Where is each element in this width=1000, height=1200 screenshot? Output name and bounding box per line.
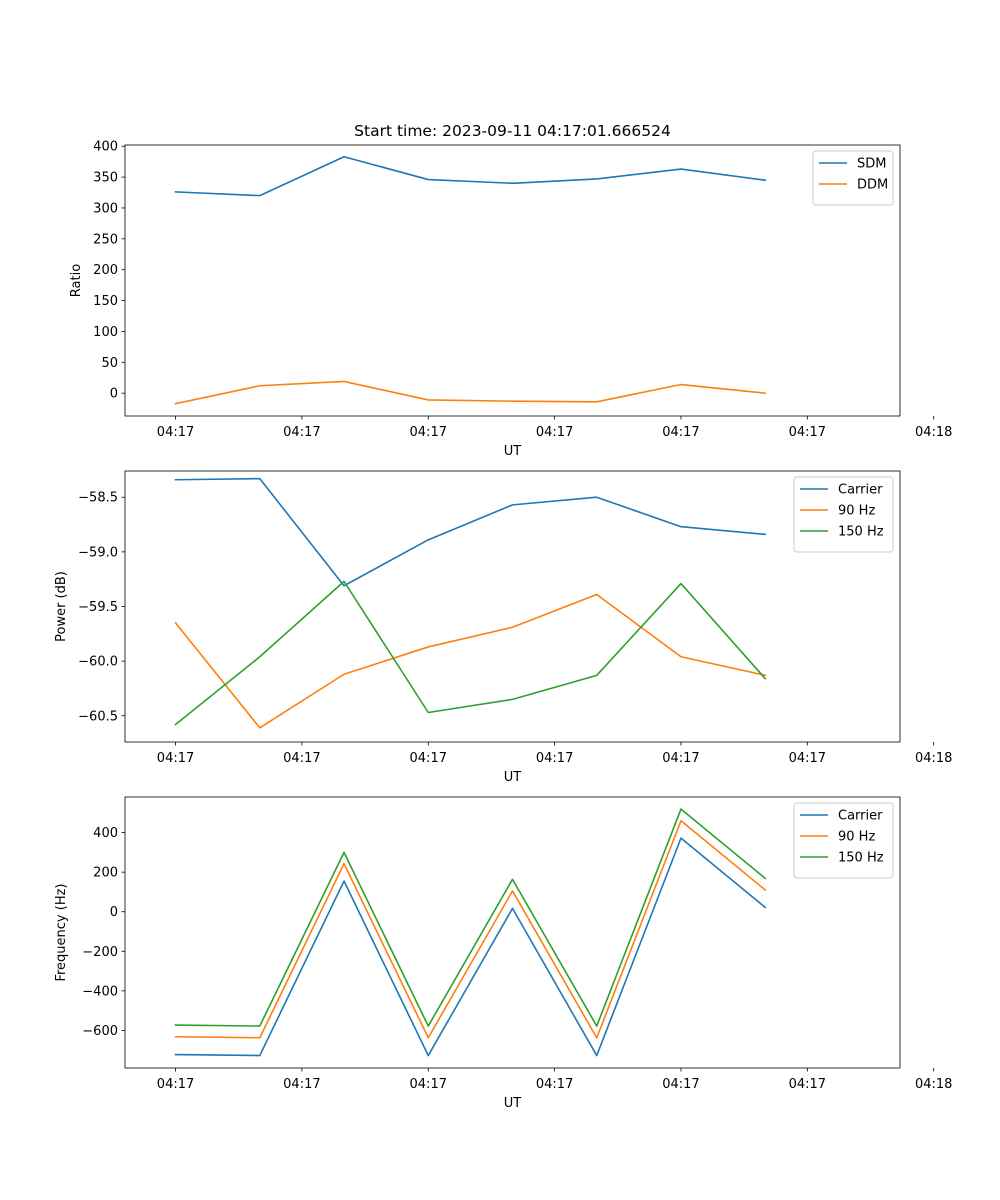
- power-xtick-label: 04:18: [915, 751, 952, 766]
- power-ytick-label: −59.5: [78, 600, 118, 615]
- ratio-ytick-label: 400: [93, 140, 118, 155]
- ratio-ytick-label: 150: [93, 294, 118, 309]
- frequency-ylabel: Frequency (Hz): [54, 883, 69, 981]
- frequency-ytick-label: 200: [93, 866, 118, 881]
- ratio-axes-frame: [124, 144, 901, 417]
- power-legend-label-90-hz: 90 Hz: [838, 504, 875, 519]
- ratio-xtick-label: 04:17: [410, 425, 447, 440]
- ratio-ytick-label: 250: [93, 232, 118, 247]
- power-xtick-label: 04:17: [283, 751, 320, 766]
- frequency-series-90-hz-line: [174, 819, 767, 1039]
- power-legend-label-150-hz: 150 Hz: [838, 525, 884, 540]
- ratio-xtick-label: 04:17: [662, 425, 699, 440]
- frequency-xtick-label: 04:17: [662, 1077, 699, 1092]
- power-series-90-hz-line: [174, 593, 767, 729]
- ratio-ytick-label: 200: [93, 263, 118, 278]
- power-series-carrier-line: [174, 477, 767, 587]
- power-legend-box: [793, 476, 894, 553]
- frequency-legend: Carrier 90 Hz 150 Hz: [793, 802, 894, 879]
- ratio-series-ddm-line: [174, 380, 767, 405]
- ratio-legend-label-ddm: DDM: [857, 178, 888, 193]
- ratio-xtick-label: 04:17: [789, 425, 826, 440]
- ratio-ytick-label: 50: [101, 356, 118, 371]
- frequency-legend-box: [793, 802, 894, 879]
- ratio-ytick-label: 100: [93, 325, 118, 340]
- ratio-xtick-label: 04:17: [536, 425, 573, 440]
- frequency-legend-label-90-hz: 90 Hz: [838, 830, 875, 845]
- frequency-ytick-label: −600: [82, 1024, 118, 1039]
- ratio-xlabel: UT: [504, 444, 522, 459]
- power-ytick-label: −60.5: [78, 709, 118, 724]
- frequency-ytick-label: 0: [110, 905, 118, 920]
- power-series-150-hz-line: [174, 580, 767, 726]
- power-legend-label-carrier: Carrier: [838, 483, 883, 498]
- ratio-xtick-label: 04:18: [915, 425, 952, 440]
- power-xtick-label: 04:17: [157, 751, 194, 766]
- power-xlabel: UT: [504, 770, 522, 785]
- ratio-series-sdm-line: [174, 155, 767, 197]
- ratio-xtick-label: 04:17: [283, 425, 320, 440]
- power-legend: Carrier 90 Hz 150 Hz: [793, 476, 894, 553]
- power-ytick-label: −59.0: [78, 545, 118, 560]
- power-ytick-label: −58.5: [78, 491, 118, 506]
- frequency-xtick-label: 04:18: [915, 1077, 952, 1092]
- frequency-ytick-label: −400: [82, 984, 118, 999]
- figure-title: Start time: 2023-09-11 04:17:01.666524: [354, 122, 671, 140]
- power-xtick-label: 04:17: [410, 751, 447, 766]
- frequency-series-150-hz-line: [174, 808, 767, 1027]
- power-ytick-label: −60.0: [78, 655, 118, 670]
- ratio-ytick-label: 350: [93, 171, 118, 186]
- frequency-xlabel: UT: [504, 1096, 522, 1111]
- ratio-ytick-label: 300: [93, 201, 118, 216]
- frequency-ytick-label: −200: [82, 945, 118, 960]
- frequency-xtick-label: 04:17: [789, 1077, 826, 1092]
- frequency-legend-label-150-hz: 150 Hz: [838, 851, 884, 866]
- ratio-legend: SDM DDM: [812, 150, 894, 206]
- frequency-legend-label-carrier: Carrier: [838, 809, 883, 824]
- frequency-xtick-label: 04:17: [410, 1077, 447, 1092]
- power-xtick-label: 04:17: [536, 751, 573, 766]
- frequency-xtick-label: 04:17: [157, 1077, 194, 1092]
- frequency-axes-frame: [124, 796, 901, 1069]
- frequency-ytick-label: 400: [93, 826, 118, 841]
- ratio-ylabel: Ratio: [69, 264, 84, 297]
- power-panel: 04:17 04:17 04:17 04:17 04:17 04:17 04:18 −58.5…: [54, 470, 952, 785]
- power-xtick-label: 04:17: [662, 751, 699, 766]
- frequency-xtick-label: 04:17: [283, 1077, 320, 1092]
- ratio-xtick-label: 04:17: [157, 425, 194, 440]
- frequency-panel: 04:17 04:17 04:17 04:17 04:17 04:17 04:18 −600 −…: [54, 796, 952, 1111]
- ratio-ytick-label: 0: [110, 387, 118, 402]
- ratio-panel: 04:17 04:17 04:17 04:17 04:17 04:17 04:18 0 50 10…: [69, 140, 952, 459]
- power-ylabel: Power (dB): [54, 571, 69, 642]
- power-xtick-label: 04:17: [789, 751, 826, 766]
- ratio-legend-label-sdm: SDM: [857, 157, 886, 172]
- frequency-series-carrier-line: [174, 837, 767, 1057]
- ratio-legend-box: [812, 150, 894, 206]
- frequency-xtick-label: 04:17: [536, 1077, 573, 1092]
